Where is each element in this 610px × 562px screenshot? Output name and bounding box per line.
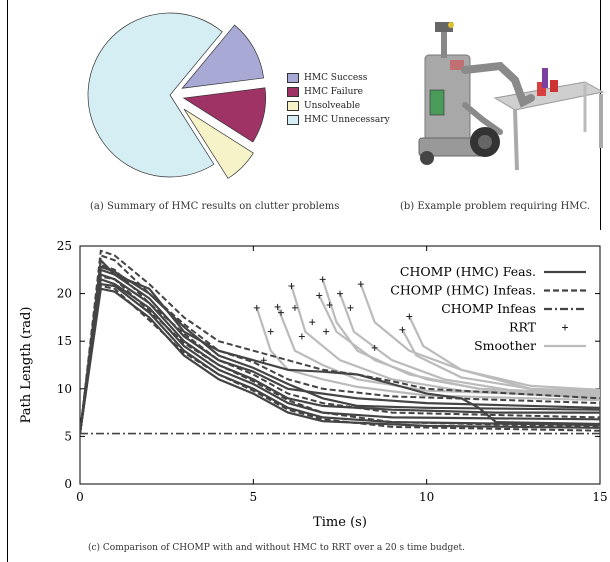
rrt-marker: [371, 344, 378, 351]
pie-legend-swatch: [287, 73, 299, 83]
rrt-marker: [357, 281, 364, 288]
legend-label: CHOMP Infeas: [441, 301, 536, 316]
hmc-feas-line: [80, 265, 600, 434]
rrt-marker: [298, 333, 305, 340]
legend-label: CHOMP (HMC) Infeas.: [390, 283, 536, 298]
pie-slice-hmc-unnecessary: [87, 12, 223, 178]
rrt-marker: [278, 309, 285, 316]
caption-b: (b) Example problem requiring HMC.: [400, 201, 591, 212]
line-legend: CHOMP (HMC) Feas. CHOMP (HMC) Infeas. CHOM…: [390, 264, 586, 353]
pie-legend-label: HMC Success: [304, 73, 368, 83]
x-tick-label: 5: [250, 490, 258, 504]
legend-label: Smoother: [474, 338, 536, 353]
pie-legend-label: HMC Unnecessary: [304, 115, 390, 125]
hmc-feas-line: [80, 277, 600, 434]
smoother-line: [255, 307, 600, 402]
rrt-marker: [309, 319, 316, 326]
pie-legend-label: HMC Failure: [304, 87, 363, 97]
pie-legend-item: HMC Success: [287, 71, 390, 85]
hmc-infeas-line: [80, 249, 600, 434]
pie-legend-item: HMC Failure: [287, 85, 390, 99]
rrt-marker: [316, 292, 323, 299]
robot-illustration: [418, 22, 605, 171]
rrt-marker: [267, 328, 274, 335]
y-tick-label: 15: [57, 334, 72, 348]
legend-label: CHOMP (HMC) Feas.: [400, 264, 536, 279]
rrt-marker: [347, 304, 354, 311]
rrt-marker: [274, 303, 281, 310]
rrt-marker: [406, 313, 413, 320]
x-tick-label: 15: [592, 490, 607, 504]
pie-legend-swatch: [287, 115, 299, 125]
rrt-marker: [291, 304, 298, 311]
pie-slice-unsolveable: [183, 108, 254, 179]
pie-legend: HMC Success HMC Failure Unsolveable HMC Unn…: [287, 71, 390, 127]
y-tick-label: 0: [64, 477, 72, 491]
pie-legend-item: Unsolveable: [287, 99, 390, 113]
smoother-line: [401, 329, 600, 394]
rrt-marker: [319, 276, 326, 283]
x-axis-label: Time (s): [313, 515, 367, 530]
y-tick-label: 10: [57, 382, 72, 396]
pie-legend-swatch: [287, 87, 299, 97]
rrt-marker: [326, 302, 333, 309]
y-tick-label: 25: [57, 239, 72, 253]
x-tick-label: 0: [76, 490, 84, 504]
plot-frame: [79, 245, 601, 485]
rrt-marker: [337, 290, 343, 297]
rrt-marker: [288, 282, 295, 289]
path-length-chart: 0 5 10 15 20 25 0 5 10 15 Time (s) Path Length (rad…: [19, 239, 608, 530]
hmc-feas-line: [80, 268, 600, 434]
pie-legend-label: Unsolveable: [304, 101, 361, 111]
pie-legend-swatch: [287, 101, 299, 111]
rrt-marker: [323, 328, 330, 335]
hmc-feas-line: [80, 273, 600, 434]
smoother-line: [321, 278, 600, 395]
legend-label: RRT: [509, 320, 537, 335]
pie-chart: [87, 12, 266, 179]
smoother-line: [408, 315, 600, 391]
rrt-marker: [253, 304, 260, 311]
caption-a: (a) Summary of HMC results on clutter pr…: [90, 201, 340, 212]
rrt-marker: [399, 326, 406, 333]
pie-legend-item: HMC Unnecessary: [287, 113, 390, 127]
x-tick-label: 10: [419, 490, 434, 504]
pie-slice-hmc-failure: [182, 87, 266, 143]
caption-c: (c) Comparison of CHOMP with and without…: [88, 543, 466, 553]
smoother-line: [276, 306, 600, 398]
y-tick-label: 5: [64, 429, 72, 443]
pie-slice-hmc-success: [181, 24, 265, 89]
hmc-feas-line: [80, 287, 600, 434]
y-axis-label: Path Length (rad): [19, 307, 34, 424]
legend-swatch: [562, 324, 568, 331]
y-tick-label: 20: [57, 287, 72, 301]
rrt-marker: [260, 357, 267, 364]
hmc-infeas-line: [80, 254, 600, 434]
smoother-line: [338, 293, 600, 394]
hmc-feas-line: [80, 282, 600, 434]
page-border-left: [7, 0, 8, 562]
